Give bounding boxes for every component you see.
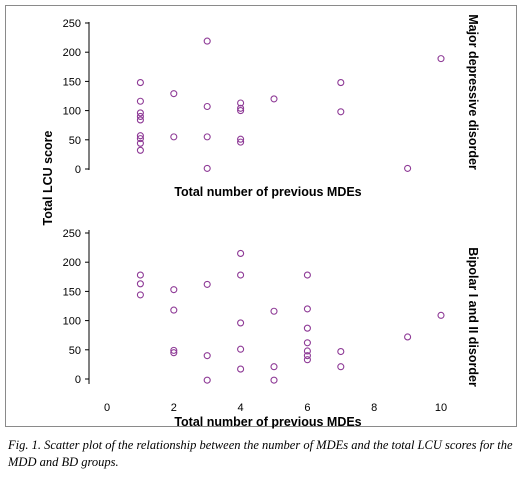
data-point bbox=[203, 133, 211, 141]
data-point bbox=[136, 132, 144, 140]
plot-frame bbox=[5, 5, 517, 427]
data-point bbox=[337, 363, 345, 371]
x-tick-label: 2 bbox=[171, 402, 177, 414]
y-tick-label: 50 bbox=[69, 135, 81, 147]
data-point bbox=[136, 112, 144, 120]
data-point bbox=[337, 348, 345, 356]
y-tick-label: 150 bbox=[63, 76, 81, 88]
data-point bbox=[237, 99, 245, 107]
data-point bbox=[437, 311, 445, 319]
data-point bbox=[203, 102, 211, 111]
y-tick-label: 50 bbox=[69, 345, 81, 357]
y-tick-label: 250 bbox=[63, 228, 81, 240]
data-point bbox=[136, 109, 144, 117]
data-point bbox=[270, 376, 278, 384]
data-point bbox=[437, 55, 445, 63]
data-point bbox=[136, 116, 144, 124]
data-point bbox=[136, 291, 144, 299]
x-ticks: 0 2 4 6 8 10 bbox=[104, 402, 447, 414]
data-point bbox=[136, 139, 144, 147]
data-point bbox=[170, 306, 178, 314]
data-point bbox=[404, 164, 412, 172]
x-tick-label: 0 bbox=[104, 402, 110, 414]
data-points bbox=[136, 37, 445, 172]
x-tick-label: 8 bbox=[371, 402, 377, 414]
x-axis-label: Total number of previous MDEs bbox=[174, 415, 361, 429]
data-point bbox=[136, 271, 144, 279]
panel-major-depressive: 0 50 100 150 200 250 Total number of previous… bbox=[63, 14, 480, 199]
y-tick-label: 250 bbox=[63, 18, 81, 30]
data-point bbox=[203, 376, 211, 384]
data-point bbox=[203, 280, 211, 288]
data-point bbox=[337, 108, 345, 116]
data-point bbox=[170, 349, 178, 357]
data-point bbox=[237, 135, 245, 143]
data-point bbox=[136, 135, 144, 143]
y-tick-label: 150 bbox=[63, 286, 81, 298]
data-point bbox=[136, 146, 144, 154]
panel-bipolar: 0 50 100 150 200 250 0 2 4 6 8 10 Total number of … bbox=[63, 228, 480, 429]
figure-caption: Fig. 1. Scatter plot of the relationship… bbox=[8, 438, 513, 469]
x-axis-label: Total number of previous MDEs bbox=[174, 185, 361, 199]
data-point bbox=[303, 347, 311, 355]
data-point bbox=[237, 319, 245, 327]
data-point bbox=[203, 352, 211, 360]
data-point bbox=[237, 107, 245, 115]
data-point bbox=[303, 324, 311, 332]
data-point bbox=[237, 365, 245, 373]
y-tick-label: 200 bbox=[63, 47, 81, 59]
x-tick-label: 6 bbox=[304, 402, 310, 414]
data-point bbox=[270, 363, 278, 371]
data-point bbox=[303, 271, 311, 279]
y-tick-label: 100 bbox=[63, 106, 81, 118]
data-points bbox=[136, 249, 445, 384]
data-point bbox=[237, 249, 245, 257]
shared-y-axis-label: Total LCU score bbox=[41, 130, 55, 225]
data-point bbox=[136, 280, 144, 288]
data-point bbox=[237, 104, 245, 112]
y-tick-label: 200 bbox=[63, 257, 81, 269]
y-ticks: 0 50 100 150 200 250 bbox=[63, 228, 89, 386]
data-point bbox=[404, 333, 412, 341]
data-point bbox=[303, 339, 311, 347]
panel-title: Bipolar I and II disorder bbox=[466, 247, 480, 387]
data-point bbox=[170, 346, 178, 354]
data-point bbox=[203, 37, 211, 45]
y-tick-label: 0 bbox=[75, 164, 81, 176]
data-point bbox=[303, 352, 311, 360]
data-point bbox=[337, 79, 345, 87]
data-point bbox=[237, 345, 245, 353]
data-point bbox=[237, 271, 245, 279]
data-point bbox=[170, 286, 178, 294]
data-point bbox=[136, 79, 144, 87]
data-point bbox=[303, 356, 311, 364]
data-point bbox=[270, 307, 278, 315]
data-point bbox=[136, 97, 144, 105]
data-point bbox=[270, 95, 278, 103]
data-point bbox=[237, 138, 245, 146]
y-tick-label: 100 bbox=[63, 316, 81, 328]
x-tick-label: 10 bbox=[435, 402, 447, 414]
data-point bbox=[203, 164, 211, 172]
data-point bbox=[170, 133, 178, 141]
data-point bbox=[303, 305, 311, 313]
y-ticks: 0 50 100 150 200 250 bbox=[63, 18, 89, 176]
y-tick-label: 0 bbox=[75, 374, 81, 386]
data-point bbox=[170, 90, 178, 98]
panel-title: Major depressive disorder bbox=[466, 14, 480, 170]
x-tick-label: 4 bbox=[238, 402, 244, 414]
